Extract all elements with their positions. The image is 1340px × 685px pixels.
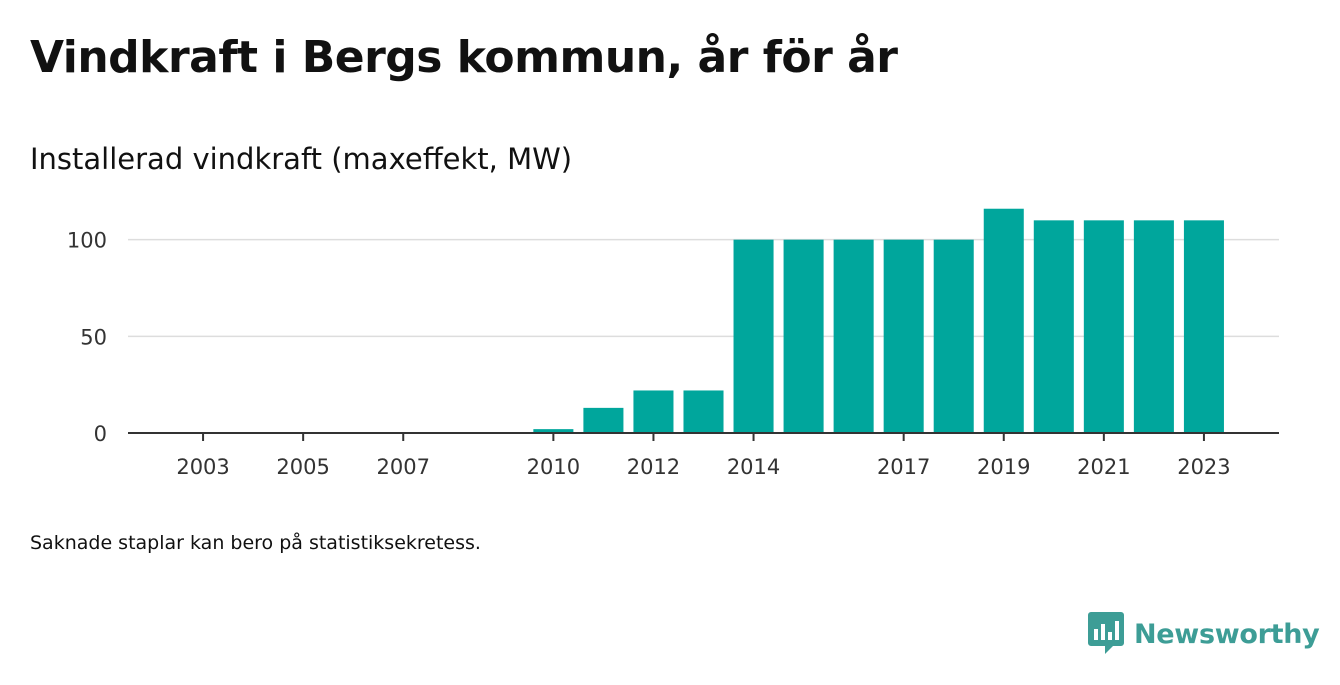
bar <box>1033 220 1074 433</box>
chart-title: Vindkraft i Bergs kommun, år för år <box>30 32 898 83</box>
x-tick-label: 2005 <box>276 455 329 479</box>
bar <box>883 239 924 433</box>
brand-name: Newsworthy <box>1134 618 1320 650</box>
bar <box>983 208 1024 433</box>
bar <box>833 239 874 433</box>
x-axis <box>128 432 1279 441</box>
x-tick-label: 2003 <box>176 455 229 479</box>
y-tick-label: 50 <box>80 325 107 349</box>
newsworthy-logo: Newsworthy <box>1088 612 1320 656</box>
x-tick-label: 2021 <box>1077 455 1130 479</box>
x-tick-label: 2010 <box>527 455 580 479</box>
x-tick-labels: 2003 2005 2007 2010 2012 2014 2017 2019 2021 2023 <box>176 455 1230 479</box>
y-tick-label: 0 <box>94 422 107 446</box>
footnote: Saknade staplar kan bero på statistiksek… <box>30 532 481 554</box>
bar <box>783 239 824 433</box>
x-tick-label: 2019 <box>977 455 1030 479</box>
x-tick-label: 2007 <box>377 455 430 479</box>
y-tick-label: 100 <box>67 229 107 253</box>
bar <box>633 390 674 433</box>
bar <box>1183 220 1224 433</box>
bar <box>1133 220 1174 433</box>
bar <box>1083 220 1124 433</box>
bar <box>583 407 624 433</box>
bar-chart-speech-bubble-icon <box>1088 612 1124 654</box>
bar <box>533 429 574 433</box>
bars <box>533 208 1224 433</box>
chart-subtitle: Installerad vindkraft (maxeffekt, MW) <box>30 142 573 176</box>
x-tick-label: 2014 <box>727 455 780 479</box>
x-tick-label: 2012 <box>627 455 680 479</box>
x-tick-label: 2017 <box>877 455 930 479</box>
bar <box>683 390 724 433</box>
bar <box>933 239 974 433</box>
y-tick-labels: 0 50 100 <box>67 229 107 446</box>
x-tick-label: 2023 <box>1177 455 1230 479</box>
bar <box>733 239 774 433</box>
